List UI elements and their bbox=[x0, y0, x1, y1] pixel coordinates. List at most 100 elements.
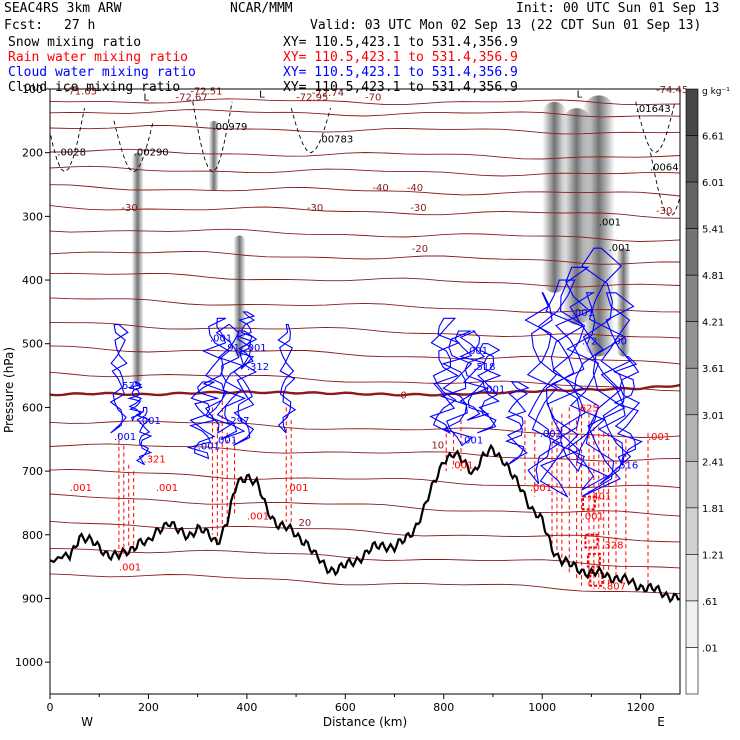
field-maximum-label-30: .001 bbox=[286, 483, 308, 494]
model-name: SEAC4RS 3km ARW bbox=[4, 1, 122, 16]
field-maximum-label-20: .001 bbox=[114, 432, 136, 443]
isotherm-line-17 bbox=[50, 493, 680, 517]
field-maximum-label-10: 91 bbox=[227, 343, 240, 354]
field-maximum-label-28: .321 bbox=[144, 454, 166, 465]
snow-column-6 bbox=[616, 248, 631, 357]
field-rain-xy: XY= 110.5,423.1 to 531.4,356.9 bbox=[283, 50, 518, 65]
y-axis-label: Pressure (hPa) bbox=[2, 347, 16, 433]
y-tick-label-4: 500 bbox=[22, 338, 43, 351]
y-tick-label-9: 1000 bbox=[15, 656, 43, 669]
cloud-water-contour-6 bbox=[232, 330, 258, 447]
cloud-water-contour-17 bbox=[566, 292, 609, 491]
isotherm-label-3: -74.45 bbox=[656, 85, 688, 96]
isotherm-line-12 bbox=[50, 345, 680, 365]
field-maximum-label-31: .001 bbox=[247, 512, 269, 523]
isotherm-line-20 bbox=[50, 573, 680, 595]
terrain-line bbox=[50, 443, 680, 604]
snow-column-5 bbox=[582, 95, 615, 357]
isotherm-label-2: -72.74 bbox=[312, 88, 344, 99]
isotherm-label-4: L bbox=[144, 93, 150, 104]
x-axis-label: Distance (km) bbox=[323, 715, 407, 729]
isotherm-line-7 bbox=[50, 228, 680, 242]
isotherm-label-15: -30 bbox=[656, 206, 672, 217]
colorbar-box-9 bbox=[685, 507, 699, 555]
colorbar-level-8: 1.81 bbox=[702, 504, 724, 515]
y-tick-label-1: 200 bbox=[22, 147, 43, 160]
colorbar-level-2: 5.41 bbox=[702, 225, 724, 236]
field-cloud-ice-xy: XY= 110.5,423.1 to 531.4,356.9 bbox=[283, 80, 518, 95]
field-maximum-label-12: .312 bbox=[247, 362, 269, 373]
label-layer: -71.63 -72.51 -72.74 -74.45 L -72.67 L -72.95 -7… bbox=[57, 85, 688, 593]
x-tick-label-2: 400 bbox=[236, 701, 257, 714]
field-maximum-label-40: .001 bbox=[119, 563, 141, 574]
cloud-ice-contour-1 bbox=[113, 120, 154, 173]
field-maximum-label-26: .001 bbox=[540, 429, 562, 440]
isotherm-line-10 bbox=[50, 297, 680, 313]
y-tick-label-6: 700 bbox=[22, 465, 43, 478]
snow-column-1 bbox=[208, 120, 219, 191]
cloud-water-contour-9 bbox=[429, 317, 461, 435]
field-maximum-label-5: .0064 bbox=[650, 163, 679, 174]
field-maximum-label-33: .001 bbox=[530, 483, 552, 494]
cloud-water-contour-14 bbox=[524, 292, 561, 485]
field-maximum-label-29: .001 bbox=[156, 483, 178, 494]
cloud-water-contour-5 bbox=[215, 324, 247, 440]
field-maximum-label-19: .516 bbox=[616, 461, 638, 472]
field-maximum-label-37: .401 bbox=[589, 491, 611, 502]
cloud-water-contour-13 bbox=[504, 381, 530, 466]
colorbar-box-6 bbox=[685, 367, 699, 416]
isotherm-line-3 bbox=[50, 148, 680, 160]
colorbar-unit: g kg⁻¹ bbox=[702, 87, 730, 97]
field-maximum-label-34: .001 bbox=[582, 512, 604, 523]
x-tick-label-5: 1000 bbox=[528, 701, 556, 714]
y-tick-label-3: 400 bbox=[22, 274, 43, 287]
field-maximum-label-7: .001 bbox=[609, 243, 631, 254]
isotherm-line-16 bbox=[50, 468, 680, 489]
cloud-ice-contour-3 bbox=[290, 107, 331, 154]
rain-core-1 bbox=[584, 533, 599, 549]
field-maximum-label-1: .00979 bbox=[212, 122, 247, 133]
x-tick-label-4: 800 bbox=[433, 701, 454, 714]
isotherm-label-16: -20 bbox=[412, 244, 428, 255]
colorbar-level-5: 3.61 bbox=[702, 364, 724, 375]
colorbar-level-4: 4.21 bbox=[702, 318, 724, 329]
y-tick-label-7: 800 bbox=[22, 529, 43, 542]
rain-core-0 bbox=[581, 495, 596, 511]
x-tick-label-6: 1200 bbox=[627, 701, 655, 714]
isotherm-line-11 bbox=[50, 321, 680, 339]
colorbar-level-1: 6.01 bbox=[702, 178, 724, 189]
cloud-water-contour-3 bbox=[186, 381, 220, 460]
isotherm-line-8 bbox=[50, 250, 680, 265]
cloud-water-contour-7 bbox=[236, 311, 256, 370]
isotherm-label-7: -72.95 bbox=[296, 93, 328, 104]
snow-column-2 bbox=[233, 235, 246, 357]
colorbar-box-7 bbox=[685, 414, 699, 462]
x-tick-label-0: 0 bbox=[47, 701, 54, 714]
isotherm-label-13: -30 bbox=[307, 203, 323, 214]
fcst-label: Fcst: bbox=[4, 18, 44, 33]
isotherm-line-4 bbox=[50, 165, 680, 177]
x-tick-label-3: 600 bbox=[335, 701, 356, 714]
field-maximum-label-3: .0028 bbox=[57, 147, 86, 158]
colorbar-level-9: 1.21 bbox=[702, 550, 724, 561]
colorbar-box-10 bbox=[685, 554, 699, 602]
cloud-water-contour-11 bbox=[458, 330, 491, 421]
cloud-water-contour-8 bbox=[277, 324, 297, 434]
field-snow-label: Snow mixing ratio bbox=[8, 35, 142, 50]
isotherm-line-2 bbox=[50, 124, 680, 135]
y-tick-label-0: 100 bbox=[22, 83, 43, 96]
colorbar-box-3 bbox=[685, 228, 699, 276]
center-name: NCAR/MMM bbox=[230, 1, 293, 16]
colorbar-box-1 bbox=[685, 135, 699, 183]
isotherm-label-11: -40 bbox=[407, 183, 423, 194]
colorbar-level-7: 2.41 bbox=[702, 457, 724, 468]
isotherm-label-14: -30 bbox=[410, 203, 426, 214]
isotherm-label-6: L bbox=[259, 89, 265, 100]
init-time: Init: 00 UTC Sun 01 Sep 13 bbox=[516, 1, 720, 16]
colorbar-box-5 bbox=[685, 321, 699, 369]
field-maximum-label-36: .807 bbox=[604, 582, 626, 593]
snow-column-3 bbox=[542, 101, 567, 293]
cloud-water-contour-15 bbox=[537, 279, 585, 499]
field-maximum-label-32: .001 bbox=[451, 461, 473, 472]
field-cloud-water-label: Cloud water mixing ratio bbox=[8, 65, 196, 80]
